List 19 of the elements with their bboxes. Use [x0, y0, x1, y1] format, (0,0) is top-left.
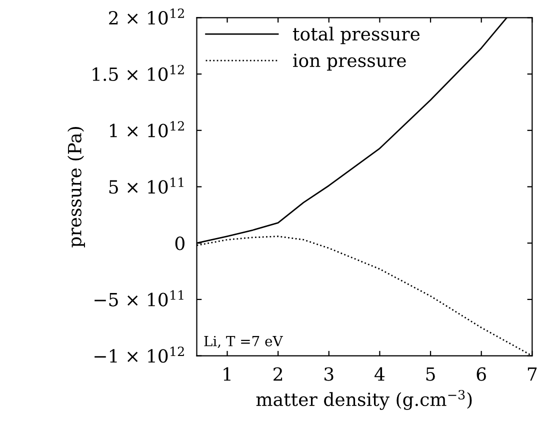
y-tick-label: 0	[175, 236, 184, 250]
y-tick-label: 2 × 10$^{12}$	[109, 8, 184, 25]
y-tick-label: 1 × 10$^{12}$	[110, 121, 184, 138]
x-tick-label: 5	[426, 367, 435, 381]
x-tick-label: 4	[374, 367, 385, 381]
y-tick-label: 5 × 10$^{11}$	[109, 178, 184, 194]
x-tick-label: 1	[224, 367, 230, 381]
x-tick-label: 2	[274, 367, 282, 381]
x-axis-title: matter density (g.cm$^{−3}$)	[256, 390, 472, 410]
y-tick-label: −1 × 10$^{12}$	[94, 346, 184, 363]
y-tick-label: 1.5 × 10$^{12}$	[92, 64, 184, 82]
legend-label: total pressure	[292, 26, 420, 44]
x-tick-label: 3	[324, 367, 334, 381]
y-tick-label: −5 × 10$^{11}$	[94, 290, 184, 306]
legend-label: ion pressure	[293, 54, 406, 71]
annotation: Li, T =7 eV	[204, 336, 283, 348]
y-axis-title: pressure (Pa)	[67, 127, 85, 248]
x-tick-label: 7	[528, 367, 537, 381]
x-tick-label: 6	[476, 367, 486, 381]
